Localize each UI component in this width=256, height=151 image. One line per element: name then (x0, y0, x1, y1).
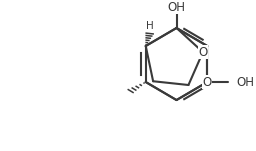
Text: OH: OH (237, 76, 255, 88)
Text: O: O (198, 46, 208, 59)
Text: H: H (146, 21, 154, 31)
Text: OH: OH (167, 1, 186, 14)
Text: O: O (203, 76, 212, 88)
